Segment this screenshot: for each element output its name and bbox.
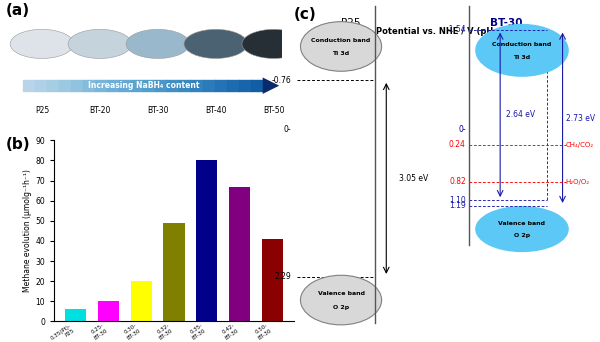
Text: Conduction band: Conduction band (311, 38, 371, 43)
Text: P25: P25 (341, 17, 360, 28)
Circle shape (184, 29, 248, 58)
Text: Increasing NaBH₄ content: Increasing NaBH₄ content (88, 81, 200, 90)
Text: Ti 3d: Ti 3d (514, 55, 530, 60)
Text: 0-: 0- (283, 124, 291, 134)
Ellipse shape (475, 206, 569, 252)
Text: Valence band: Valence band (317, 291, 365, 297)
Text: 1.19: 1.19 (449, 201, 466, 210)
Bar (229, 186, 250, 321)
Bar (196, 160, 217, 321)
Text: 1.10: 1.10 (449, 196, 466, 205)
Ellipse shape (475, 24, 569, 77)
Text: 2.73 eV: 2.73 eV (566, 114, 595, 122)
Text: Ti 3d: Ti 3d (332, 52, 350, 56)
Text: CH₄/CO₂: CH₄/CO₂ (566, 142, 594, 147)
Bar (163, 223, 185, 321)
Text: Valence band: Valence band (499, 221, 545, 226)
Text: BT-20: BT-20 (89, 106, 110, 116)
Text: -0.76: -0.76 (271, 76, 291, 84)
Text: O 2p: O 2p (333, 305, 349, 310)
Text: 0.24: 0.24 (449, 140, 466, 149)
Circle shape (242, 29, 305, 58)
Text: 2.29: 2.29 (274, 272, 291, 281)
Text: (a): (a) (6, 3, 30, 18)
Text: Conduction band: Conduction band (493, 42, 551, 47)
Text: -1.54: -1.54 (446, 25, 466, 34)
Text: (c): (c) (294, 7, 317, 22)
Bar (131, 281, 152, 321)
Y-axis label: Methane evolution (μmolg⁻¹h⁻¹): Methane evolution (μmolg⁻¹h⁻¹) (23, 169, 32, 292)
Ellipse shape (301, 22, 382, 71)
Text: H₂O/O₂: H₂O/O₂ (566, 179, 590, 185)
Text: BT-30: BT-30 (147, 106, 169, 116)
Bar (65, 310, 86, 321)
Circle shape (68, 29, 131, 58)
Text: BT-50: BT-50 (263, 106, 284, 116)
Text: BT-40: BT-40 (205, 106, 227, 116)
Text: 3.05 eV: 3.05 eV (399, 174, 428, 183)
Text: 0.82: 0.82 (449, 177, 466, 186)
Text: 2.64 eV: 2.64 eV (506, 110, 536, 119)
Bar (98, 301, 119, 321)
Text: (b): (b) (6, 137, 31, 152)
Text: 0-: 0- (458, 124, 466, 134)
Circle shape (10, 29, 74, 58)
Polygon shape (263, 77, 279, 94)
Text: P25: P25 (35, 106, 49, 116)
Text: O 2p: O 2p (514, 234, 530, 238)
Text: BT-30: BT-30 (490, 17, 523, 28)
Text: Potential vs. NHE / V (pH = 7.0): Potential vs. NHE / V (pH = 7.0) (376, 27, 524, 36)
Circle shape (126, 29, 190, 58)
Bar (262, 239, 283, 321)
Ellipse shape (301, 275, 382, 325)
